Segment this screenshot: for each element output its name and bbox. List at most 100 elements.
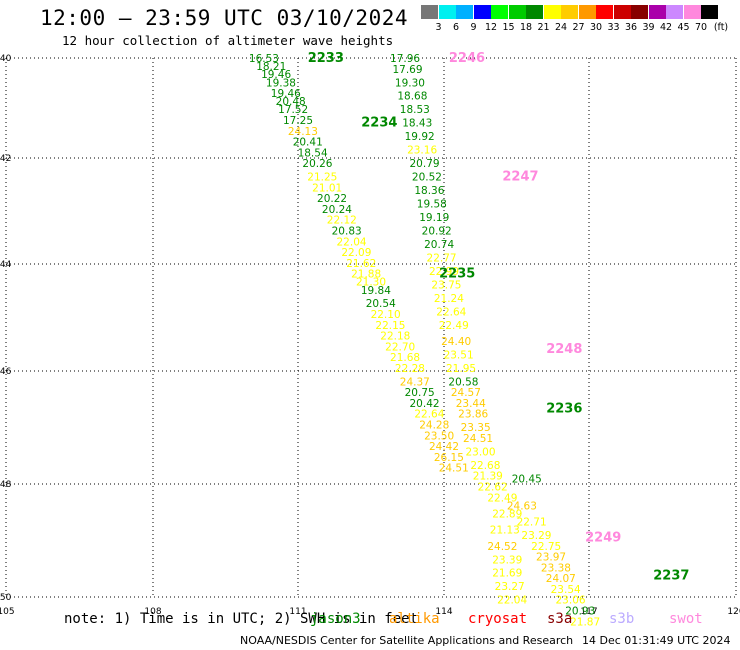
wave-height-label: 22.49 xyxy=(439,320,469,332)
wave-height-label: 22.28 xyxy=(395,363,425,375)
legend-label: 70 xyxy=(694,22,708,33)
wave-height-label: 20.58 xyxy=(448,376,478,388)
legend-unit: (ft) xyxy=(713,22,729,33)
pass-number-label: 2237 xyxy=(653,568,689,583)
wave-height-label: 23.16 xyxy=(407,145,437,157)
pass-number-label: 2236 xyxy=(546,401,582,416)
wave-height-label: 21.25 xyxy=(307,172,337,184)
y-tick-label: -40 xyxy=(0,54,12,64)
legend-label: 15 xyxy=(502,22,515,33)
wave-height-label: 22.04 xyxy=(337,236,367,248)
satellite-swot: swot xyxy=(669,611,703,627)
legend-swatch xyxy=(683,5,701,19)
legend-swatch xyxy=(613,5,631,19)
pass-number-label: 2247 xyxy=(502,170,538,185)
satellite-s3a: s3a xyxy=(547,611,573,627)
legend-swatch xyxy=(666,5,683,19)
wave-height-label: 19.19 xyxy=(419,212,449,224)
wave-height-label: 20.93 xyxy=(565,605,595,617)
legend-label: 24 xyxy=(554,22,568,33)
wave-height-label: 19.46 xyxy=(271,88,301,100)
pass-number-label: 2248 xyxy=(546,342,582,357)
legend-swatch xyxy=(543,5,561,19)
wave-height-label: 17.96 xyxy=(390,53,420,65)
satellite-cryosat: cryosat xyxy=(468,611,528,627)
wave-height-label: 22.62 xyxy=(478,482,508,494)
pass-number-label: 2234 xyxy=(361,116,397,131)
pass-number-label: 2233 xyxy=(308,51,344,66)
legend-label: 3 xyxy=(435,22,442,33)
wave-height-label: 21.01 xyxy=(312,182,342,194)
wave-height-label: 21.87 xyxy=(570,616,600,628)
wave-height-label: 24.07 xyxy=(546,573,576,585)
x-tick-label: 114 xyxy=(435,607,452,617)
wave-height-label: 20.26 xyxy=(302,158,332,170)
chart-subtitle: 12 hour collection of altimeter wave hei… xyxy=(62,33,394,48)
wave-height-label: 23.27 xyxy=(495,581,525,593)
wave-height-label: 26.15 xyxy=(434,452,464,464)
legend-label: 42 xyxy=(659,22,673,33)
footer-note: note: 1) Time is in UTC; 2) SWH is in fe… xyxy=(64,611,419,627)
wave-height-label: 22.99 xyxy=(429,266,459,278)
x-tick-label: 108 xyxy=(144,607,161,617)
wave-height-label: 19.30 xyxy=(395,77,425,89)
y-tick-label: -50 xyxy=(0,593,12,603)
wave-height-label: 21.69 xyxy=(492,568,522,580)
wave-height-label: 21.30 xyxy=(356,277,386,289)
wave-height-label: 21.88 xyxy=(351,269,381,281)
wave-height-label: 20.52 xyxy=(412,172,442,184)
wave-height-label: 24.40 xyxy=(441,336,471,348)
x-tick-label: 111 xyxy=(289,607,306,617)
legend-swatch xyxy=(631,5,648,19)
wave-height-label: 22.64 xyxy=(414,409,444,421)
wave-height-label: 24.28 xyxy=(419,420,449,432)
wave-height-label: 21.24 xyxy=(434,293,464,305)
wave-height-label: 18.53 xyxy=(400,104,430,116)
wave-height-label: 21.39 xyxy=(473,471,503,483)
wave-height-label: 22.75 xyxy=(531,541,561,553)
wave-height-label: 20.42 xyxy=(410,398,440,410)
satellite-jason3: jason3 xyxy=(310,611,361,627)
legend-swatch xyxy=(456,5,473,19)
wave-height-label: 20.74 xyxy=(424,239,454,251)
wave-height-label: 21.13 xyxy=(490,525,520,537)
wave-height-label: 18.36 xyxy=(414,185,444,197)
wave-height-label: 22.49 xyxy=(487,492,517,504)
wave-height-label: 20.24 xyxy=(322,204,352,216)
wave-height-label: 24.13 xyxy=(288,126,318,138)
wave-height-label: 23.50 xyxy=(424,430,454,442)
wave-height-label: 18.43 xyxy=(402,118,432,130)
wave-height-label: 23.39 xyxy=(492,554,522,566)
legend-label: 27 xyxy=(572,22,585,33)
satellite-s3b: s3b xyxy=(609,611,635,627)
wave-height-label: 18.54 xyxy=(298,147,328,159)
wave-height-label: 24.57 xyxy=(451,387,481,399)
wave-height-label: 19.84 xyxy=(361,285,391,297)
wave-height-label: 20.79 xyxy=(410,158,440,170)
wave-height-label: 22.09 xyxy=(341,247,371,259)
legend-swatch xyxy=(596,5,613,19)
legend-label: 39 xyxy=(642,22,655,33)
legend-swatch xyxy=(508,5,526,19)
wave-height-label: 22.70 xyxy=(385,341,415,353)
legend-label: 30 xyxy=(589,22,603,33)
wave-height-label: 23.35 xyxy=(461,422,491,434)
wave-height-label: 22.04 xyxy=(497,595,527,607)
wave-height-label: 20.92 xyxy=(422,225,452,237)
wave-height-label: 20.22 xyxy=(317,193,347,205)
legend-label: 33 xyxy=(607,22,620,33)
wave-height-label: 17.25 xyxy=(283,115,313,127)
wave-height-label: 22.12 xyxy=(327,215,357,227)
wave-height-label: 24.37 xyxy=(400,376,430,388)
wave-height-label: 23.75 xyxy=(431,279,461,291)
wave-height-label: 20.75 xyxy=(405,387,435,399)
legend-label: 9 xyxy=(470,22,477,33)
x-tick-label: 120 xyxy=(727,607,740,617)
wave-height-label: 22.68 xyxy=(470,460,500,472)
wave-height-label: 21.95 xyxy=(446,363,476,375)
legend-swatch xyxy=(421,5,438,19)
y-tick-label: -42 xyxy=(0,154,11,164)
legend-label: 21 xyxy=(537,22,550,33)
wave-height-label: 20.41 xyxy=(293,137,323,149)
